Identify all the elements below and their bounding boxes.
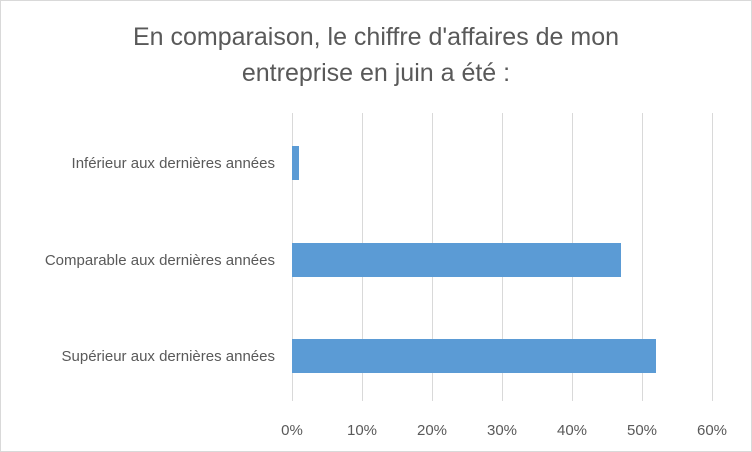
x-tick-label: 40% [557, 422, 587, 439]
chart-title-line-2: entreprise en juin a été : [241, 59, 511, 87]
x-tick-label: 60% [697, 422, 727, 439]
x-tick-label: 20% [417, 422, 447, 439]
x-tick-label: 30% [487, 422, 517, 439]
category-label: Inférieur aux dernières années [72, 155, 275, 172]
chart-title: En comparaison, le chiffre d'affaires de… [1, 19, 751, 91]
bar [292, 339, 656, 373]
chart-title-line-1: En comparaison, le chiffre d'affaires de… [132, 23, 620, 51]
category-label: Comparable aux dernières années [45, 252, 275, 269]
x-tick-label: 10% [347, 422, 377, 439]
x-tick-label: 50% [627, 422, 657, 439]
bar [292, 243, 621, 277]
bar [292, 146, 299, 180]
category-label: Supérieur aux dernières années [62, 348, 275, 365]
x-tick-label: 0% [281, 422, 303, 439]
